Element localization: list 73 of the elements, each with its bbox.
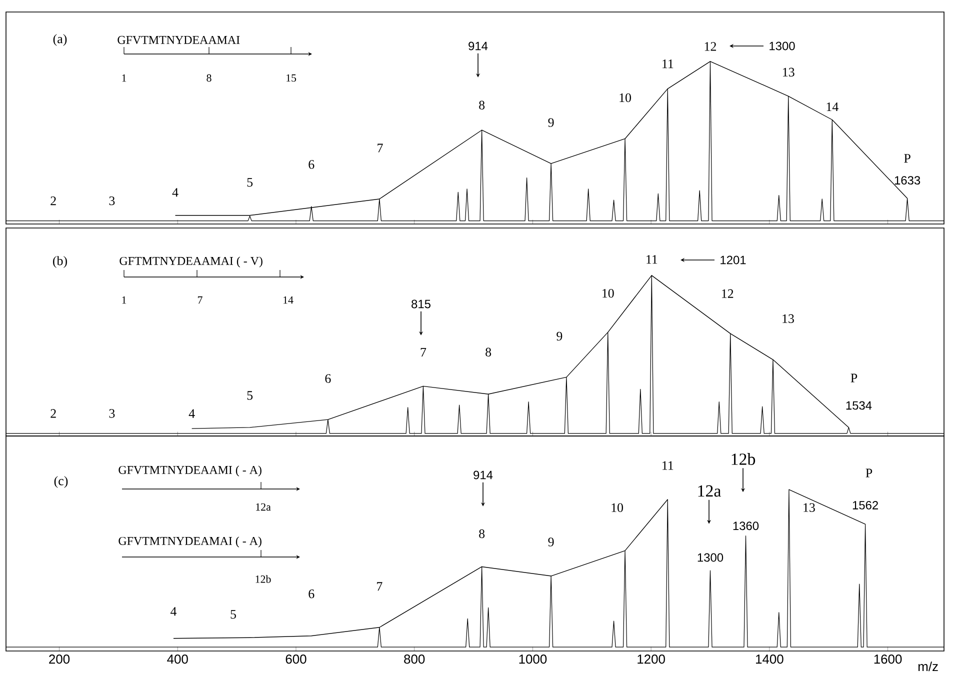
x-tick-label: 600 <box>286 654 306 664</box>
annotation: 14 <box>283 296 294 304</box>
annotation: 6 <box>308 590 314 598</box>
annotation: 2 <box>50 409 56 418</box>
annotation: 10 <box>602 288 614 298</box>
annotation: 1300 <box>698 553 724 562</box>
annotation: 12a <box>256 503 271 511</box>
annotation: 8 <box>486 348 492 356</box>
x-tick-label: 1600 <box>874 654 902 664</box>
annotation: 1 <box>122 74 126 82</box>
x-tick-label: 200 <box>49 654 70 664</box>
annotation: 8 <box>206 74 212 82</box>
annotation: GFVTMTNYDEAMAI ( - A) <box>118 536 262 548</box>
annotation: 12a <box>698 485 721 497</box>
annotation: 4 <box>170 607 177 616</box>
annotation: 8 <box>479 100 485 110</box>
annotation: 13 <box>783 68 794 77</box>
annotation: P <box>850 374 858 382</box>
annotation: 13 <box>782 314 794 324</box>
text: 12b <box>732 453 756 465</box>
annotation: 10 <box>612 503 624 512</box>
text: 914 <box>468 42 488 50</box>
annotation: 11 <box>662 461 674 470</box>
x-axis-title: m/z <box>918 662 938 672</box>
annotation: 6 <box>308 160 314 169</box>
annotation: 3 <box>109 409 115 418</box>
annotation: 10 <box>620 93 632 102</box>
annotation: 11 <box>646 255 658 264</box>
annotation: P <box>904 154 910 163</box>
annotation: 1633 <box>894 176 920 185</box>
text: 1300 <box>770 42 795 50</box>
annotation: 3 <box>109 196 115 206</box>
text: P <box>866 468 872 478</box>
annotation: 2 <box>50 196 56 206</box>
annotation: 1 <box>122 296 126 304</box>
annotation: 9 <box>548 118 554 127</box>
annotation: 1534 <box>846 401 872 410</box>
annotation: 1562 <box>852 500 878 510</box>
annotation: 15 <box>286 74 296 82</box>
annotation: 13 <box>804 503 815 512</box>
annotation: 7 <box>198 296 202 304</box>
text: (b) <box>53 256 67 268</box>
annotation: 12 <box>722 289 734 298</box>
annotation: 7 <box>377 582 382 591</box>
annotation: 14 <box>826 102 838 112</box>
annotation: 7 <box>378 144 383 152</box>
x-tick-label: 1200 <box>638 654 665 664</box>
annotation: 5 <box>247 178 253 187</box>
annotation: 4 <box>188 409 195 418</box>
text: GFVTMTNYDEAAMAI <box>118 36 240 44</box>
x-tick-label: 1000 <box>519 654 547 664</box>
annotation: 9 <box>548 538 554 546</box>
annotation: 4 <box>172 188 178 197</box>
annotation: 9 <box>556 332 562 341</box>
annotation: 11 <box>662 60 674 68</box>
text: GFVTMTNYDEAAMI ( - A) <box>118 466 262 476</box>
text: (c) <box>54 476 68 488</box>
annotation: 5 <box>230 610 236 619</box>
text: GFTMTNYDEAAMAI ( - V) <box>120 256 262 268</box>
x-tick-label: 800 <box>404 654 425 664</box>
annotation: 8 <box>479 529 485 538</box>
annotation: 6 <box>325 374 331 383</box>
annotation: 7 <box>420 348 426 356</box>
annotation: 12b <box>256 575 271 583</box>
annotation: 5 <box>247 391 253 400</box>
x-tick-label: 1400 <box>756 654 784 664</box>
text: 914 <box>474 470 493 480</box>
annotation: 12 <box>704 42 716 51</box>
x-tick-label: 400 <box>167 654 188 664</box>
annotation: 1360 <box>733 522 759 530</box>
text: (a) <box>53 34 67 46</box>
annotation: 815 <box>412 300 430 308</box>
text: 1201 <box>720 256 746 264</box>
